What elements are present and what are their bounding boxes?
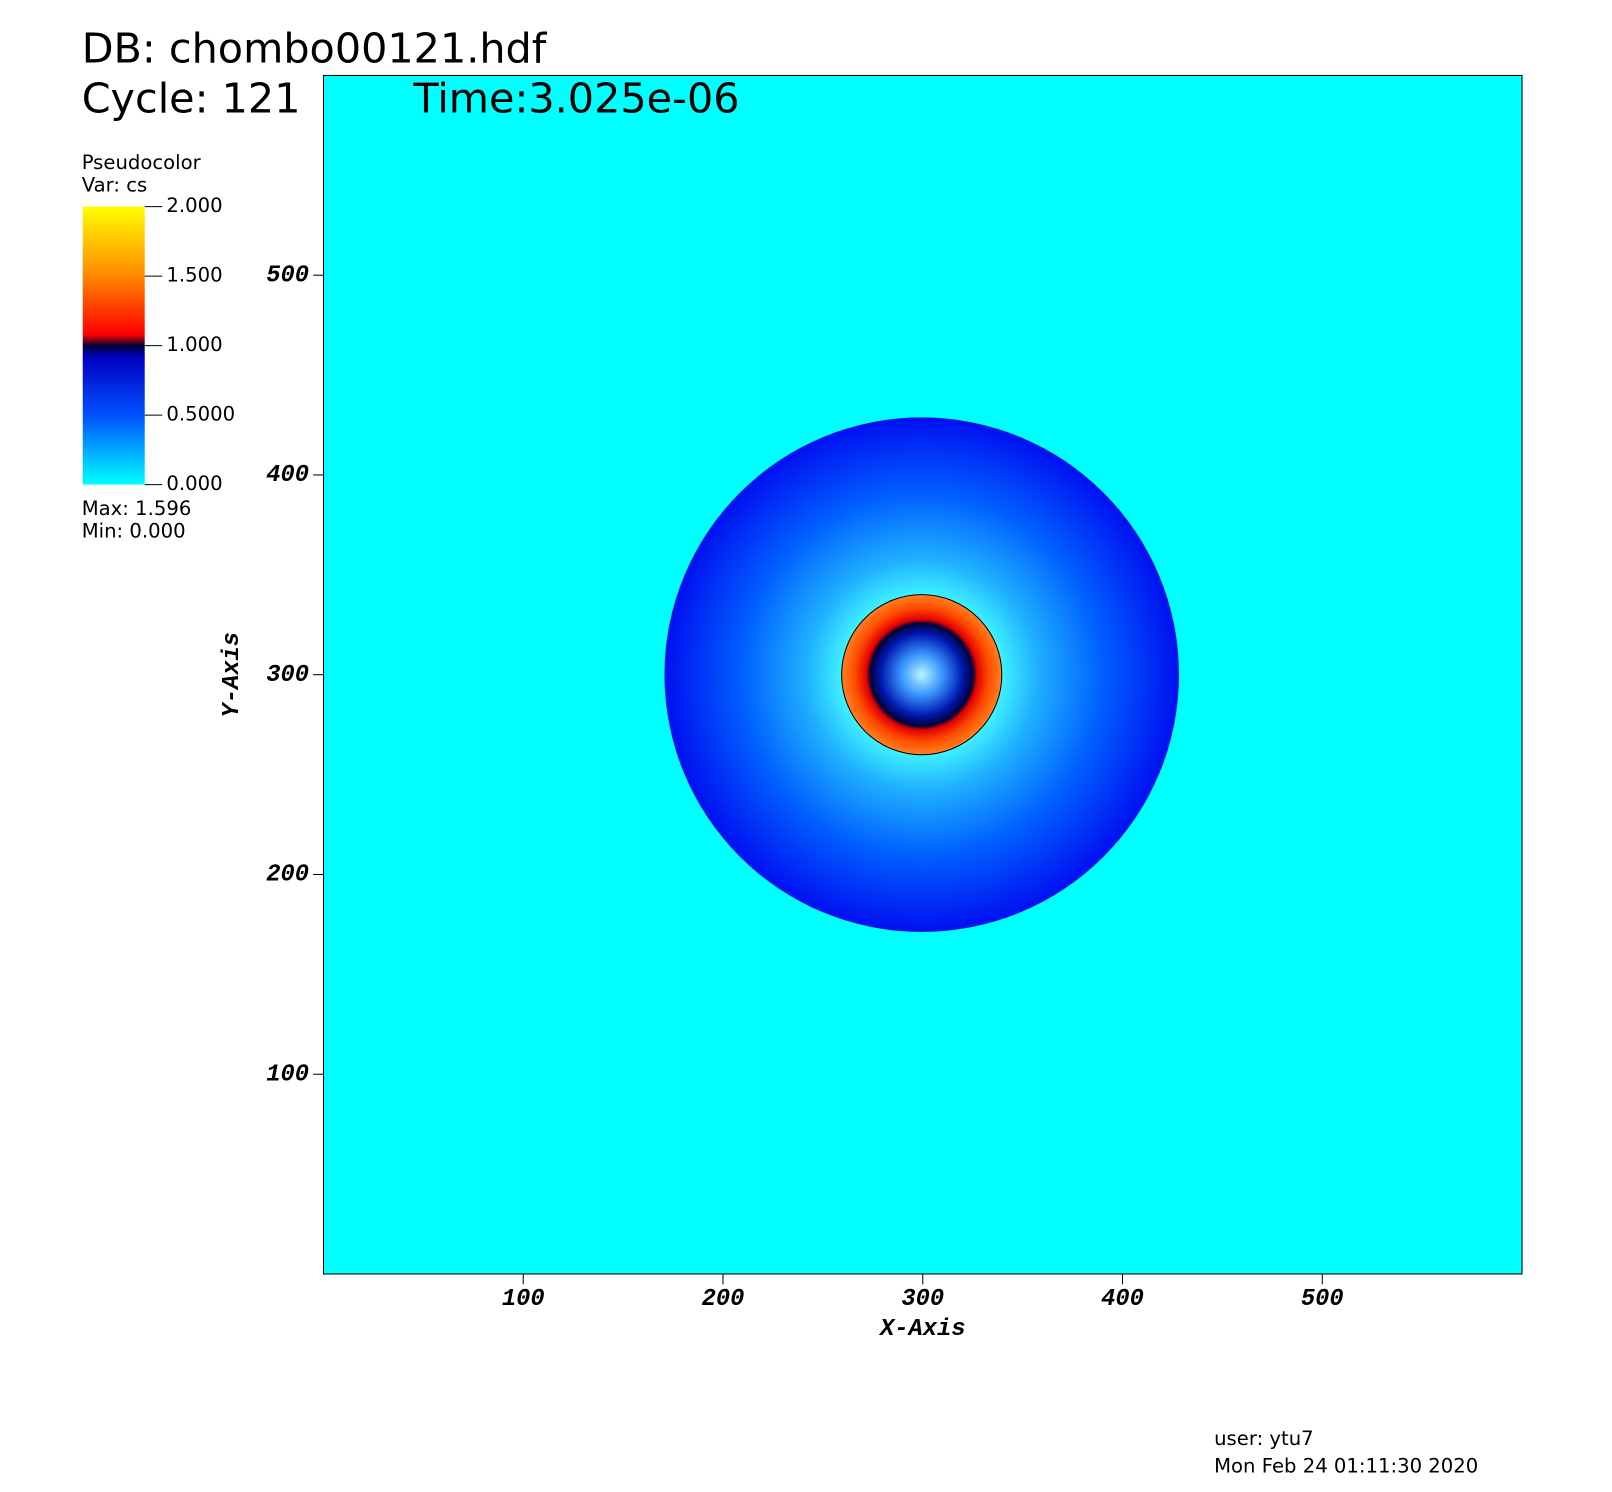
colorbar-tick-label: 1.500 — [166, 264, 222, 287]
colorbar-tick-label: 1.000 — [166, 333, 222, 356]
x-tick-label: 500 — [1301, 1286, 1344, 1313]
y-tick-label: 400 — [266, 462, 309, 489]
y-tick-label: 500 — [266, 262, 309, 289]
x-axis-label: X-Axis — [878, 1316, 966, 1343]
time-label: Time:3.025e-06 — [412, 74, 739, 122]
x-tick-label: 100 — [502, 1286, 545, 1313]
legend-var: Var: cs — [82, 173, 148, 196]
min-label: Min: 0.000 — [82, 520, 186, 543]
y-tick-label: 100 — [266, 1062, 309, 1089]
field-ring — [841, 594, 1003, 756]
x-tick-label: 300 — [901, 1286, 944, 1313]
colorbar-tick-label: 2.000 — [166, 194, 222, 217]
legend-title: Pseudocolor — [82, 151, 202, 174]
date-label: Mon Feb 24 01:11:30 2020 — [1214, 1455, 1478, 1478]
max-label: Max: 1.596 — [82, 497, 192, 520]
x-tick-label: 400 — [1101, 1286, 1144, 1313]
colorbar — [82, 206, 145, 485]
x-tick-label: 200 — [702, 1286, 745, 1313]
colorbar-tick-label: 0.5000 — [166, 403, 235, 426]
colorbar-tick-label: 0.000 — [166, 472, 222, 495]
field-disk — [664, 417, 1179, 932]
user-label: user: ytu7 — [1214, 1427, 1314, 1450]
y-tick-label: 300 — [266, 662, 309, 689]
y-tick-label: 200 — [266, 862, 309, 889]
cycle-label: Cycle: 121 — [82, 74, 301, 122]
db-label: DB: chombo00121.hdf — [82, 25, 548, 73]
y-axis-label: Y-Axis — [219, 632, 246, 718]
